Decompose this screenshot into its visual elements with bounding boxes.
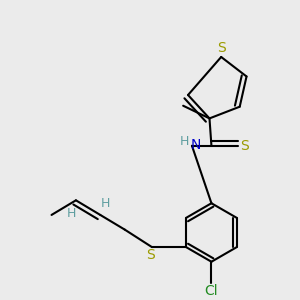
Text: S: S — [146, 248, 154, 262]
Text: H: H — [179, 135, 189, 148]
Text: H: H — [66, 208, 76, 220]
Text: S: S — [240, 139, 249, 153]
Text: Cl: Cl — [205, 284, 218, 298]
Text: S: S — [217, 41, 226, 55]
Text: N: N — [190, 138, 201, 152]
Text: H: H — [100, 197, 110, 210]
